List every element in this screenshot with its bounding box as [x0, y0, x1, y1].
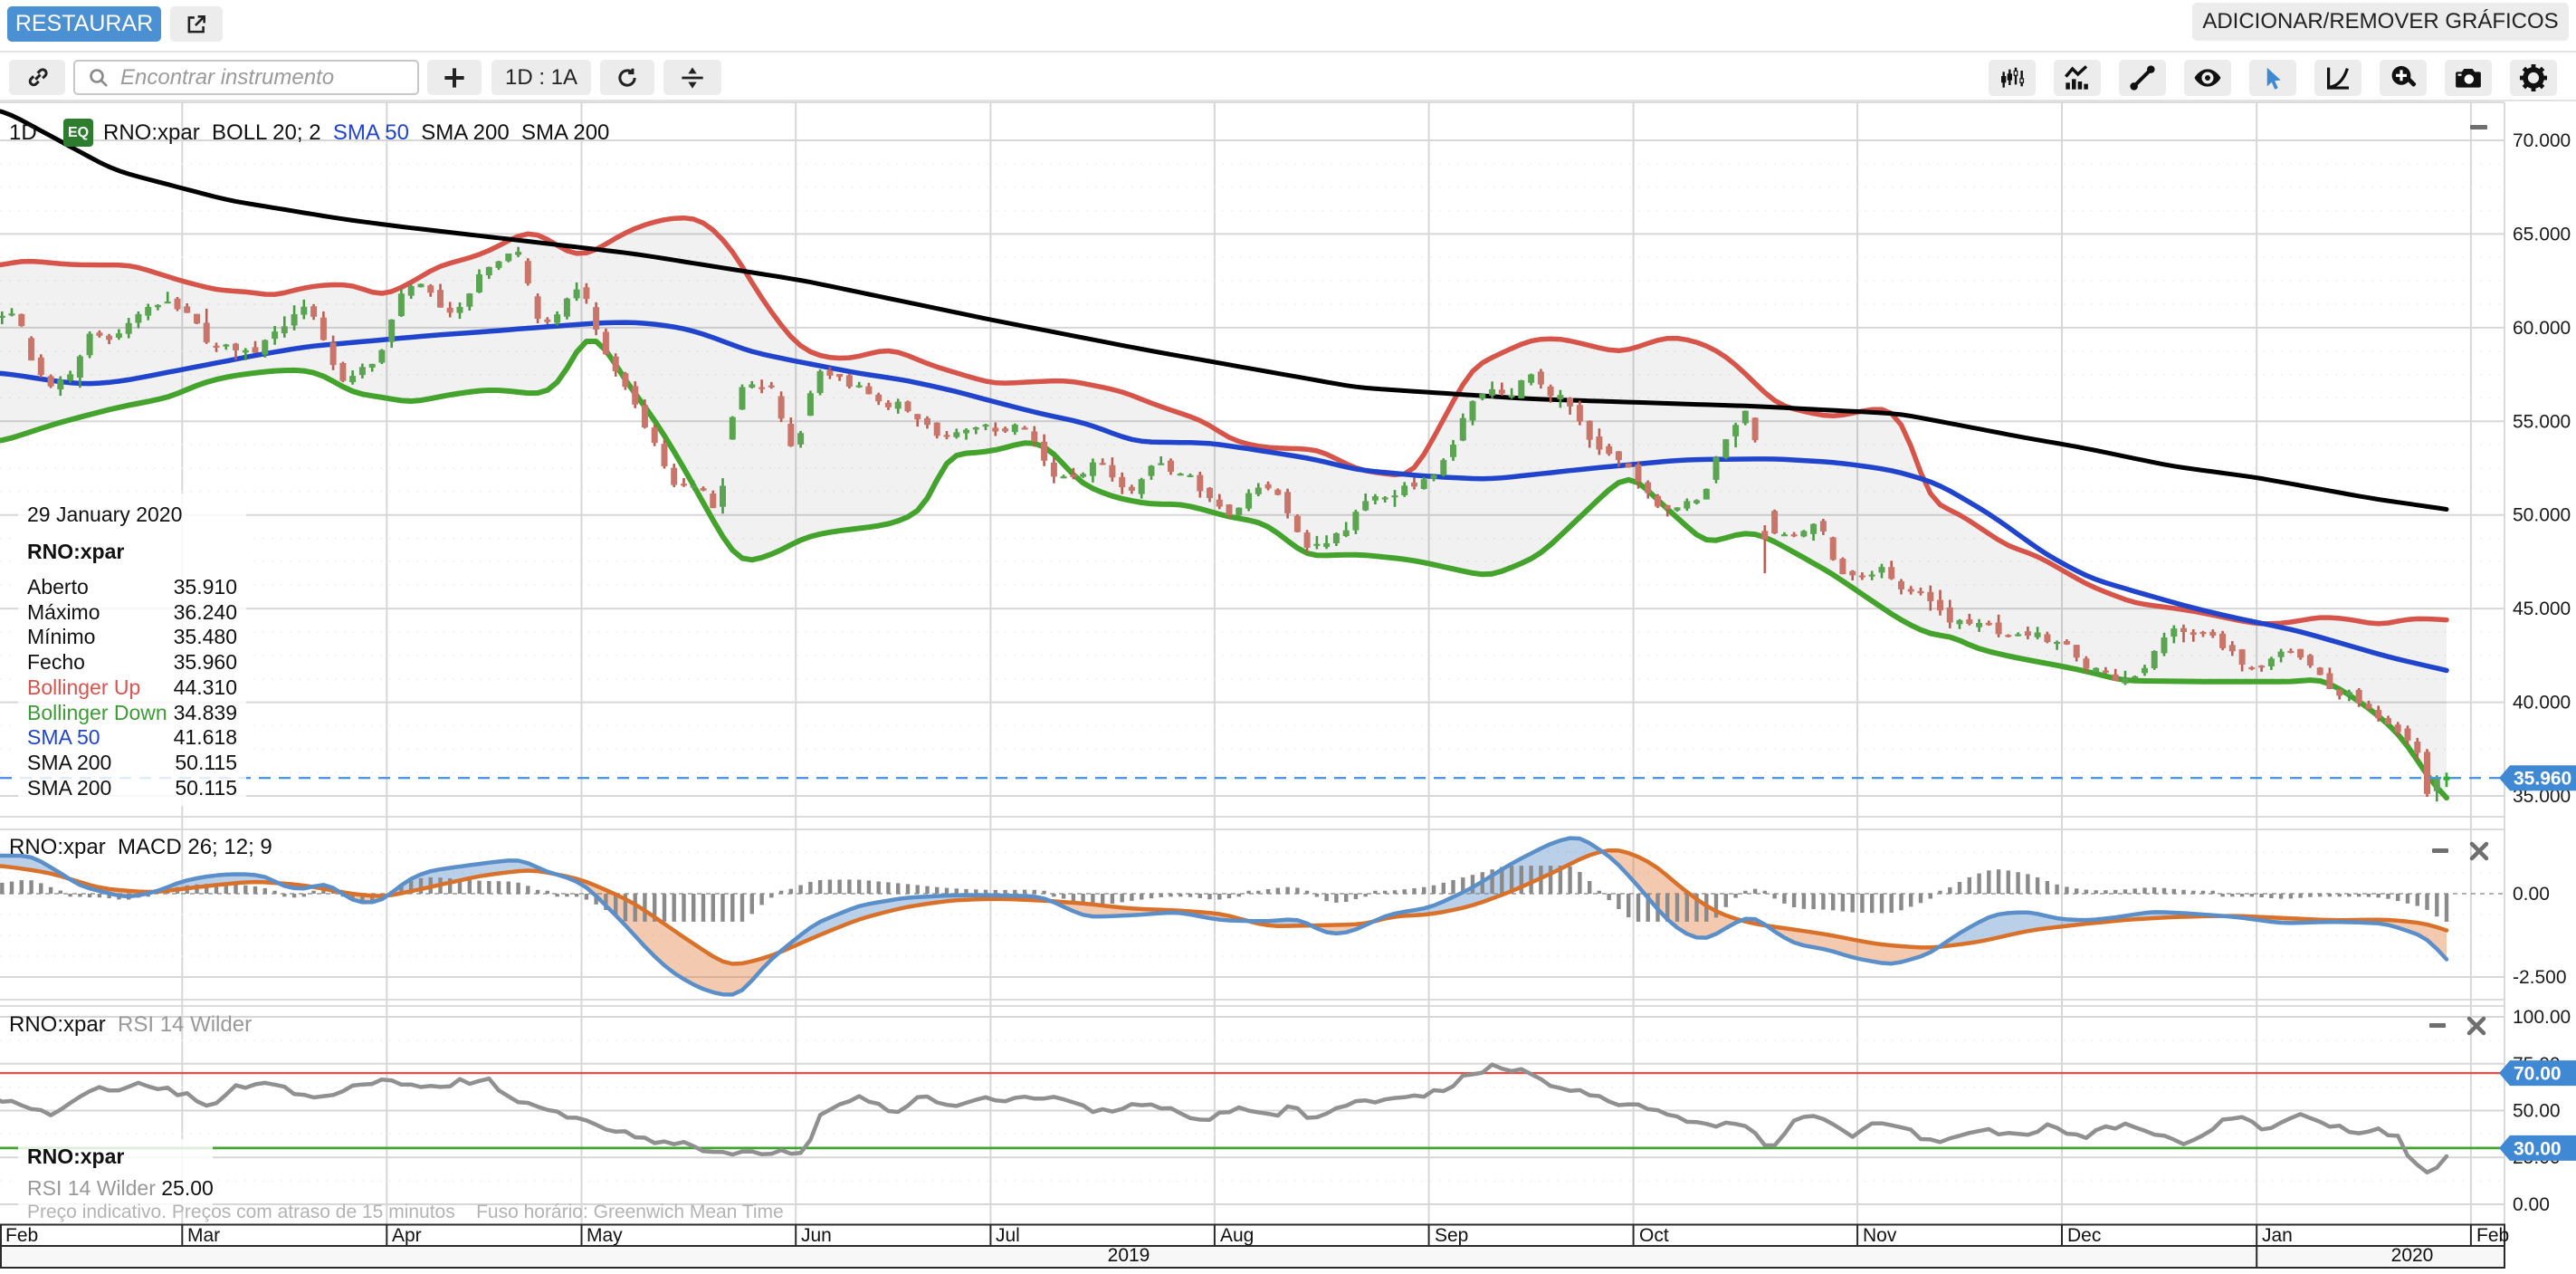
- svg-text:0.00: 0.00: [2513, 1194, 2550, 1215]
- svg-text:Dec: Dec: [2067, 1225, 2101, 1246]
- svg-text:Jul: Jul: [996, 1225, 1020, 1246]
- svg-text:30.00: 30.00: [2514, 1138, 2562, 1159]
- svg-text:2019: 2019: [1108, 1245, 1150, 1266]
- svg-text:Sep: Sep: [1435, 1225, 1468, 1246]
- svg-text:35.000: 35.000: [2513, 786, 2571, 807]
- svg-text:Nov: Nov: [1863, 1225, 1897, 1246]
- svg-text:65.000: 65.000: [2513, 224, 2571, 244]
- svg-text:45.000: 45.000: [2513, 599, 2571, 619]
- svg-text:100.00: 100.00: [2513, 1007, 2571, 1028]
- svg-text:0.00: 0.00: [2513, 884, 2550, 905]
- svg-text:Feb: Feb: [2476, 1225, 2509, 1246]
- svg-text:70.000: 70.000: [2513, 130, 2571, 151]
- svg-text:35.960: 35.960: [2514, 769, 2571, 790]
- svg-text:Feb: Feb: [5, 1225, 38, 1246]
- svg-text:60.000: 60.000: [2513, 318, 2571, 339]
- svg-text:Jan: Jan: [2262, 1225, 2293, 1246]
- svg-text:2020: 2020: [2391, 1245, 2434, 1266]
- svg-text:Aug: Aug: [1220, 1225, 1254, 1246]
- svg-text:55.000: 55.000: [2513, 411, 2571, 432]
- svg-text:50.00: 50.00: [2513, 1101, 2561, 1122]
- svg-text:Oct: Oct: [1639, 1225, 1669, 1246]
- svg-text:May: May: [587, 1225, 623, 1246]
- svg-text:Jun: Jun: [801, 1225, 832, 1246]
- svg-text:40.000: 40.000: [2513, 693, 2571, 714]
- svg-text:Apr: Apr: [392, 1225, 422, 1246]
- svg-text:-2.500: -2.500: [2513, 967, 2567, 988]
- svg-text:50.000: 50.000: [2513, 505, 2571, 526]
- svg-text:Mar: Mar: [187, 1225, 220, 1246]
- svg-text:70.00: 70.00: [2514, 1064, 2562, 1085]
